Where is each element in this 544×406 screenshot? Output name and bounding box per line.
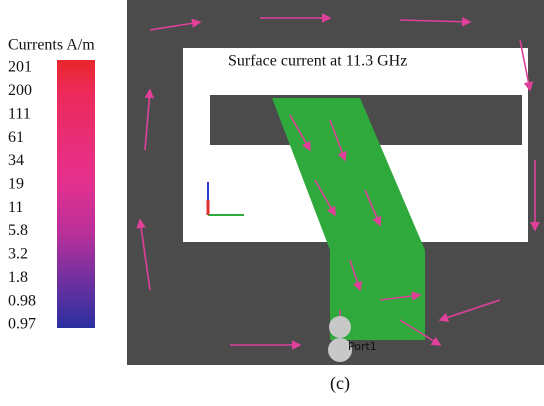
- color-bar: [57, 60, 95, 328]
- legend-label: 34: [8, 152, 24, 169]
- annotation: Surface current at 11.3 GHz: [228, 53, 407, 70]
- axis-label: X: [254, 208, 260, 218]
- legend-label: 19: [8, 175, 24, 192]
- legend-label: 3.2: [8, 246, 28, 263]
- legend-title: Currents A/m: [8, 37, 95, 54]
- port-label: Port1: [348, 340, 377, 353]
- legend-label: 201: [8, 59, 32, 76]
- caption: (c): [330, 373, 350, 394]
- axis-label: Y: [213, 168, 220, 178]
- legend-label: 61: [8, 129, 24, 146]
- legend-label: 11: [8, 199, 23, 216]
- legend-label: 111: [8, 105, 31, 122]
- port-marker: [329, 316, 351, 338]
- legend-label: 5.8: [8, 222, 28, 239]
- legend-label: 200: [8, 82, 32, 99]
- legend-label: 0.98: [8, 292, 36, 309]
- legend-label: 0.97: [8, 316, 36, 333]
- legend-label: 1.8: [8, 269, 28, 286]
- figure: Y X Port1 Surface current at 11.3 GHz Cu…: [0, 0, 544, 406]
